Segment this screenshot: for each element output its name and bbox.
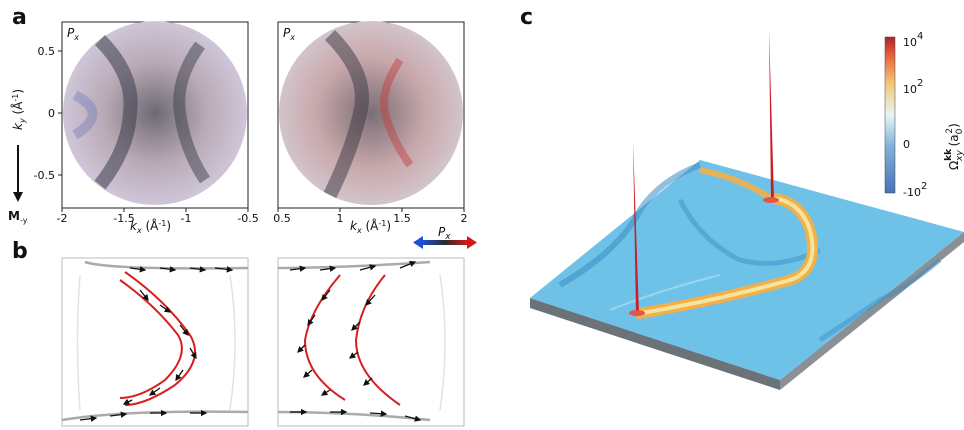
panel-a-ytick-1: 0 xyxy=(48,107,55,120)
panel-a-left-xtick-2: -1 xyxy=(181,212,192,225)
panel-b-left-grey-bottom xyxy=(61,410,249,422)
panel-a-right-tag: Px xyxy=(283,26,295,42)
surface-contour-blue-1 xyxy=(558,162,702,288)
panel-b-left-spin-arrows xyxy=(79,266,234,422)
panel-a-ytick-0: 0.5 xyxy=(38,45,56,58)
panel-a-left-xtick-3: -0.5 xyxy=(237,212,258,225)
panel-b-right-red-curve-inner xyxy=(354,274,401,406)
polarization-label: Px xyxy=(438,225,451,242)
colorbar-tick-0: 104 xyxy=(903,31,923,49)
colorbar-tick-2: 0 xyxy=(903,138,910,151)
berry-curvature-spike-right xyxy=(769,28,774,200)
panel-a-left-dark-band xyxy=(94,35,138,190)
panel-b-right-contour xyxy=(439,274,446,411)
surface-hot-ring-core xyxy=(635,196,815,316)
panel-a-right-xtick-0: 0.5 xyxy=(273,212,291,225)
panel-a-left-xlabel: kx (Å-1) xyxy=(130,218,171,235)
panel-b-letter: b xyxy=(12,239,28,264)
panel-a-ytick-2: -0.5 xyxy=(34,169,55,182)
panel-b: b xyxy=(12,239,465,427)
spike-right-base xyxy=(763,197,779,203)
panel-b-left-red-curve-inner xyxy=(119,279,183,399)
panel-a-left-xtick-1: -1.5 xyxy=(113,212,134,225)
panel-a-letter: a xyxy=(12,5,27,30)
panel-a-left-blue-patch xyxy=(72,90,98,140)
direction-label: M-y xyxy=(8,209,28,225)
panel-c: c 104 102 0 -102 Ωkkxy (a02) xyxy=(520,5,964,390)
panel-a-right-xlabel: kx (Å-1) xyxy=(350,218,391,235)
panel-a-ylabel: ky (Å-1) xyxy=(10,89,27,130)
colorbar-ticks: 104 102 0 -102 xyxy=(903,31,927,199)
panel-b-left-contour-2 xyxy=(229,274,236,411)
panel-b-left-frame xyxy=(61,257,249,427)
panel-a-left-xticks: -2 -1.5 -1 -0.5 xyxy=(57,208,259,225)
panel-a-right-dark-band xyxy=(323,30,369,199)
panel-b-left-contour xyxy=(76,274,81,411)
panel-a-left-disk xyxy=(63,21,247,205)
panel-b-right-frame xyxy=(277,257,465,427)
polarization-arrow-icon xyxy=(413,236,477,249)
surface-contour-light xyxy=(609,274,721,311)
panel-a-right-red-band xyxy=(380,57,414,168)
panel-a-right-disk xyxy=(279,21,463,205)
surface-contour-blue-3 xyxy=(818,258,942,343)
berry-curvature-surface xyxy=(530,160,964,380)
slab-front-face xyxy=(530,298,780,390)
colorbar-tick-1: 102 xyxy=(903,78,923,96)
panel-a-right-xtick-3: 2 xyxy=(461,212,468,225)
panel-a-right-xticks: 0.5 1 1.5 2 xyxy=(273,208,468,225)
panel-c-letter: c xyxy=(520,5,533,30)
colorbar xyxy=(884,36,896,194)
panel-a: a Px Px 0.5 0 -0.5 ky (Å-1) -2 xyxy=(8,5,477,249)
panel-b-right-spin-arrows xyxy=(289,260,422,422)
panel-a-right-xtick-2: 1.5 xyxy=(393,212,411,225)
spike-left-base xyxy=(629,310,645,316)
slab-right-face xyxy=(780,232,964,390)
surface-contour-blue-2 xyxy=(677,198,822,266)
berry-curvature-spike-left xyxy=(633,140,639,314)
panel-a-left-tag: Px xyxy=(67,26,79,42)
colorbar-label: Ωkkxy (a02) xyxy=(944,123,964,170)
surface-hot-arc xyxy=(699,167,772,201)
panel-a-yticks: 0.5 0 -0.5 xyxy=(34,45,62,182)
colorbar-tick-3: -102 xyxy=(903,181,927,199)
panel-a-left-xtick-0: -2 xyxy=(57,212,68,225)
panel-a-right-xtick-1: 1 xyxy=(337,212,344,225)
panel-a-left-dark-band-2 xyxy=(173,41,211,184)
